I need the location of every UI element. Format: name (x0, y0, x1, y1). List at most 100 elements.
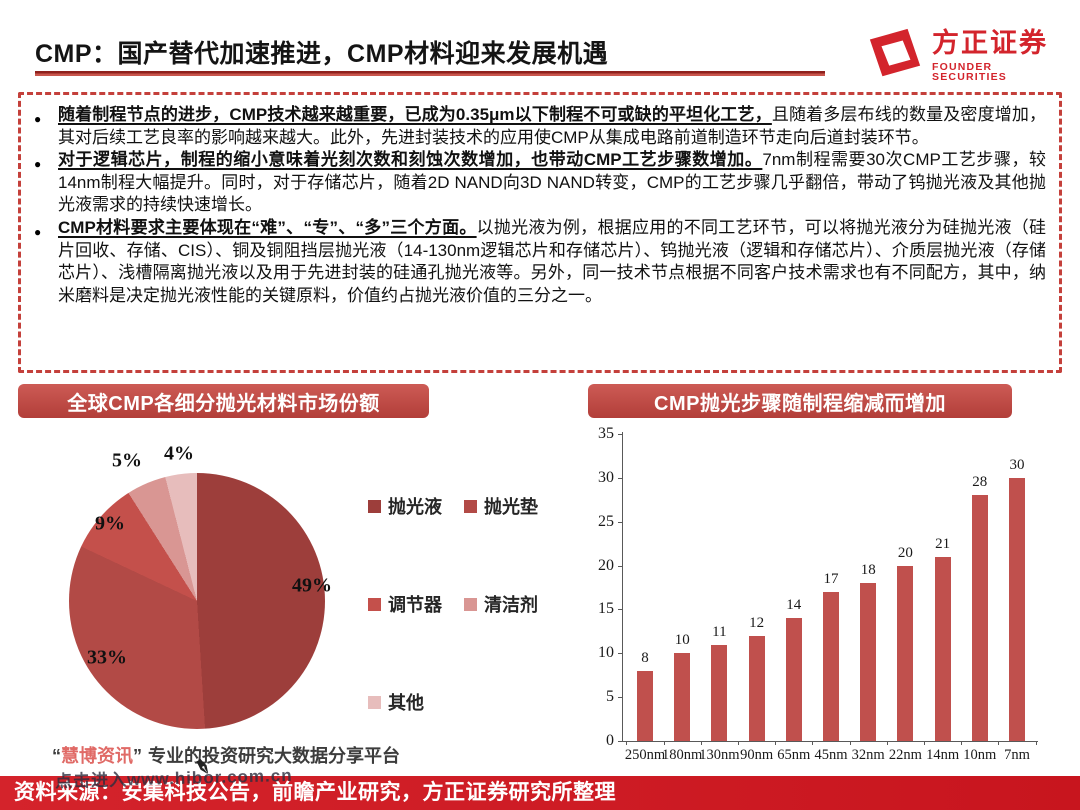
pie-label: 9% (95, 512, 125, 535)
y-tick-mark (618, 609, 622, 611)
bar (711, 644, 728, 741)
bar (897, 565, 914, 741)
bar-value-label: 20 (897, 544, 913, 561)
x-tick-label: 32nm (851, 747, 885, 763)
pie-chart (69, 473, 325, 729)
x-tick-mark (924, 741, 925, 745)
pie-legend: 抛光液 抛光垫调节器 清洁剂其他 (368, 495, 560, 713)
x-tick-label: 65nm (777, 747, 811, 763)
pie-label: 5% (112, 449, 142, 472)
bullet-3: ● CMP材料要求主要体现在“难”、“专”、“多”三个方面。以抛光液为例，根据应… (34, 217, 1046, 307)
pie-section-header: 全球CMP各细分抛光材料市场份额 (18, 384, 429, 418)
y-tick-mark (618, 434, 622, 436)
bullet-1-lead: 随着制程节点的进步，CMP技术越来越重要，已成为0.35μm以下制程不可或缺的平… (58, 105, 772, 124)
bar-chart: 0 5 10 15 20 25 30 35 8 250nm 10 180nm 11 130nm 12 90nm… (588, 425, 1076, 776)
bullet-3-text: CMP材料要求主要体现在“难”、“专”、“多”三个方面。以抛光液为例，根据应用的… (58, 217, 1046, 307)
legend-item: 抛光垫 (464, 495, 560, 517)
watermark-quote-open: “ (52, 746, 61, 766)
bullet-2-rest: 7nm制程需要30次CMP工艺步骤，较14nm制程大幅提升。同时，对于存储芯片，… (58, 150, 1046, 215)
x-tick-mark (812, 741, 814, 745)
x-tick-mark (961, 741, 963, 745)
bar (637, 670, 653, 741)
y-tick-label: 10 (598, 644, 614, 662)
legend-label: 其他 (388, 693, 424, 713)
page-title: CMP：国产替代加速推进，CMP材料迎来发展机遇 (35, 40, 609, 68)
x-tick-label: 45nm (814, 747, 848, 763)
legend-swatch-icon (464, 499, 477, 513)
y-tick-label: 25 (598, 512, 614, 530)
legend-label: 抛光液 (388, 497, 442, 517)
x-tick-label: 130nm (699, 747, 740, 763)
legend-swatch-icon (368, 597, 381, 611)
legend-swatch-icon (368, 695, 381, 709)
pie-label: 4% (164, 442, 194, 465)
source-text: 资料来源：安集科技公告，前瞻产业研究，方正证券研究所整理 (14, 781, 616, 804)
founder-securities-logo: 方正证券 FOUNDER SECURITIES (866, 24, 1070, 88)
bar-value-label: 14 (786, 597, 802, 614)
y-tick-label: 15 (598, 600, 614, 618)
x-tick-mark (886, 741, 888, 745)
bar (971, 495, 988, 741)
bar-value-label: 17 (823, 570, 839, 587)
y-tick-label: 5 (606, 688, 614, 706)
huibo-watermark: “慧博资讯” 专业的投资研究大数据分享平台 (52, 742, 400, 768)
bullet-icon: ● (34, 224, 42, 239)
y-tick-mark (618, 477, 622, 479)
bar (748, 635, 765, 741)
legend-item: 调节器 (368, 593, 464, 615)
legend-label: 抛光垫 (484, 497, 538, 517)
legend-label: 清洁剂 (484, 595, 538, 615)
pie-chart-panel: 49% 33% 9% 5% 4% (0, 420, 580, 752)
pie-label: 49% (292, 574, 332, 597)
bar-section-header: CMP抛光步骤随制程缩减而增加 (588, 384, 1012, 418)
bar-value-label: 28 (972, 474, 988, 491)
x-tick-label: 7nm (1004, 747, 1030, 763)
y-tick-mark (618, 565, 622, 567)
bullet-icon: ● (34, 112, 42, 126)
x-tick-mark (626, 741, 628, 745)
x-tick-mark (738, 741, 739, 745)
x-tick-mark (849, 741, 851, 745)
legend-label: 调节器 (388, 595, 442, 615)
y-axis-line (622, 432, 623, 741)
y-tick-label: 35 (598, 425, 614, 443)
bar (674, 653, 691, 741)
y-tick-mark (618, 741, 622, 742)
x-tick-label: 90nm (740, 747, 774, 763)
legend-item: 清洁剂 (464, 593, 560, 615)
bullet-2: ● 对于逻辑芯片，制程的缩小意味着光刻次数和刻蚀次数增加，也带动CMP工艺步骤数… (34, 149, 1046, 217)
bullet-2-text: 对于逻辑芯片，制程的缩小意味着光刻次数和刻蚀次数增加，也带动CMP工艺步骤数增加… (58, 149, 1046, 217)
y-tick-label: 20 (598, 556, 614, 574)
bar (860, 583, 877, 741)
title-underline (35, 71, 825, 76)
bar-value-label: 18 (860, 562, 876, 579)
footer-bar: 资料来源：安集科技公告，前瞻产业研究，方正证券研究所整理 (0, 776, 1080, 810)
legend-item: 抛光液 (368, 495, 464, 517)
x-tick-label: 22nm (888, 747, 922, 763)
x-tick-mark (663, 741, 665, 745)
bar (785, 618, 802, 741)
x-tick-mark (998, 741, 1000, 745)
bar-value-label: 10 (674, 632, 690, 649)
x-axis-line (622, 741, 1038, 742)
x-tick-mark (775, 741, 777, 745)
logo-name-en: FOUNDER SECURITIES (932, 60, 1008, 83)
bar-value-label: 8 (641, 649, 649, 666)
bullet-2-lead: 对于逻辑芯片，制程的缩小意味着光刻次数和刻蚀次数增加，也带动CMP工艺步骤数增加… (58, 150, 763, 170)
pie-label: 33% (87, 646, 127, 669)
x-tick-label: 14nm (926, 747, 960, 763)
summary-box: ● 随着制程节点的进步，CMP技术越来越重要，已成为0.35μm以下制程不可或缺… (18, 92, 1062, 373)
legend-item: 其他 (368, 691, 464, 713)
watermark-quote-close: ” (133, 746, 142, 766)
y-tick-mark (618, 697, 622, 699)
watermark-tagline: 专业的投资研究大数据分享平台 (148, 746, 400, 766)
y-tick-mark (618, 653, 622, 655)
legend-swatch-icon (368, 499, 381, 513)
bullet-3-lead: CMP材料要求主要体现在“难”、“专”、“多”三个方面。 (58, 217, 477, 237)
founder-cube-icon (866, 25, 924, 88)
y-tick-label: 0 (606, 732, 614, 749)
bar (1009, 477, 1025, 741)
y-tick-mark (618, 521, 622, 523)
y-tick-label: 30 (598, 468, 614, 486)
